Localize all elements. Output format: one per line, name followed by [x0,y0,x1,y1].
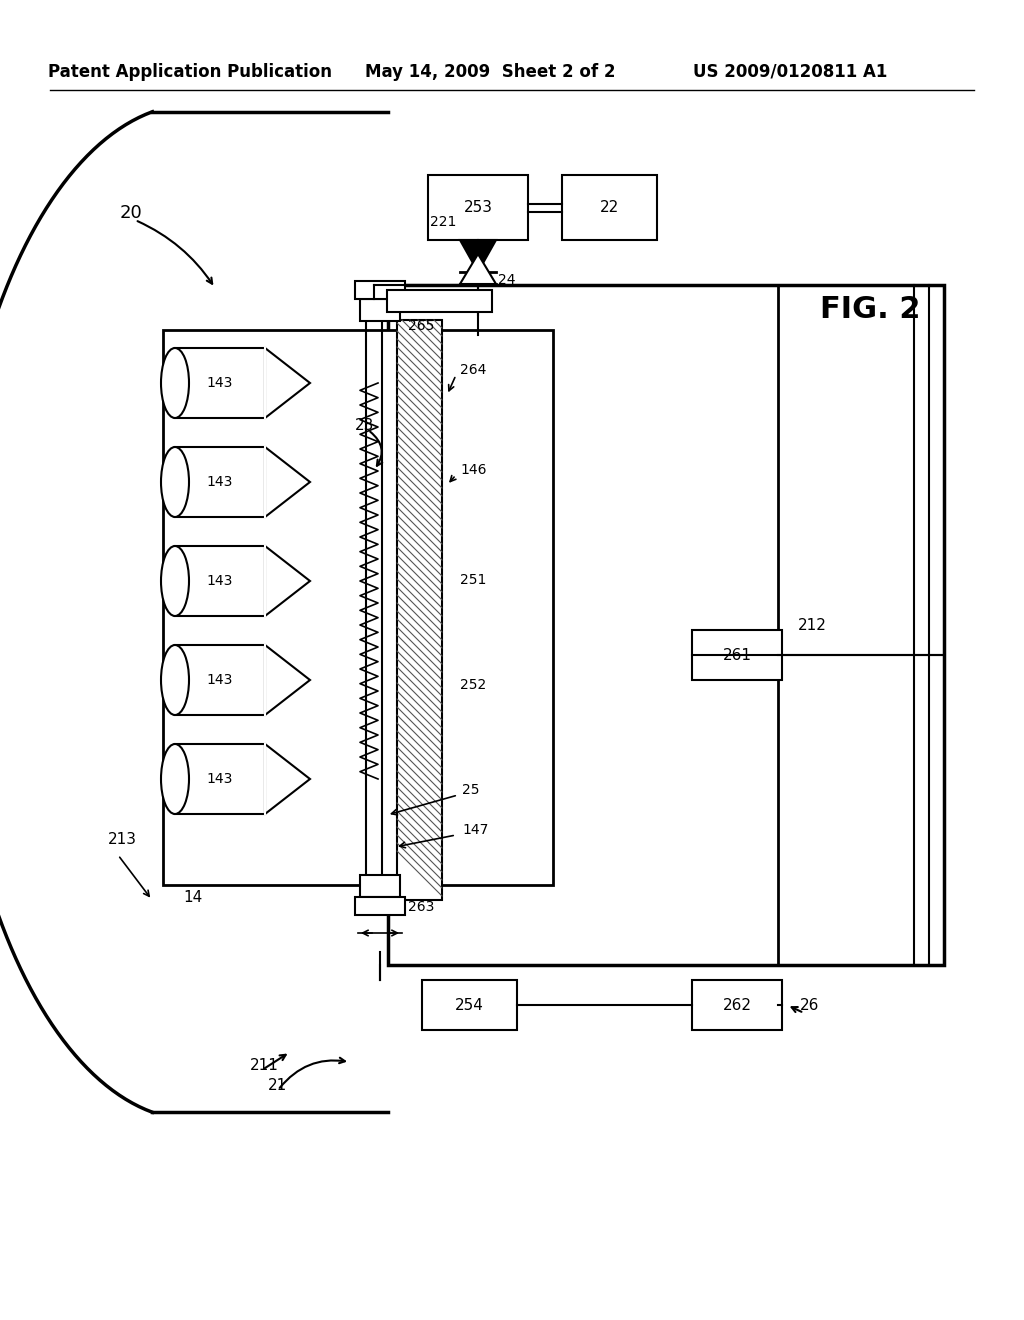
Text: 143: 143 [207,475,233,488]
Bar [360,300,400,321]
Polygon shape [460,240,496,272]
Text: 23: 23 [355,417,375,433]
Text: 251: 251 [460,573,486,587]
Bar [175,645,265,715]
Polygon shape [265,645,310,715]
Bar [175,546,265,616]
Bar [175,348,265,418]
Text: 254: 254 [455,998,484,1012]
Bar [692,979,782,1030]
Text: 262: 262 [723,998,752,1012]
Text: FIG. 2: FIG. 2 [820,296,921,325]
Bar [175,447,265,517]
Bar [388,285,944,965]
Text: US 2009/0120811 A1: US 2009/0120811 A1 [693,63,887,81]
Text: 24: 24 [498,273,515,286]
Ellipse shape [161,447,189,517]
Bar [355,898,406,915]
Text: 252: 252 [460,678,486,692]
Text: 213: 213 [108,833,137,847]
Ellipse shape [161,744,189,814]
Ellipse shape [161,546,189,616]
Bar [387,290,492,312]
Text: 14: 14 [183,890,203,904]
Text: 143: 143 [207,376,233,389]
Polygon shape [265,348,310,418]
Text: 25: 25 [462,783,479,797]
Text: 221: 221 [430,215,456,228]
Text: 265: 265 [408,319,434,333]
Text: 146: 146 [460,463,486,477]
Text: 143: 143 [207,673,233,686]
Text: 264: 264 [460,363,486,378]
Bar [355,281,406,300]
Bar [175,744,265,814]
Text: 143: 143 [207,574,233,587]
Ellipse shape [161,348,189,418]
Text: 147: 147 [462,822,488,837]
Text: 21: 21 [268,1077,288,1093]
Text: 211: 211 [250,1057,279,1072]
Bar [428,176,528,240]
Text: May 14, 2009  Sheet 2 of 2: May 14, 2009 Sheet 2 of 2 [365,63,615,81]
Text: Patent Application Publication: Patent Application Publication [48,63,332,81]
Text: 212: 212 [798,618,826,632]
Bar [397,319,442,900]
Bar [562,176,657,240]
Text: 20: 20 [120,205,142,222]
Bar [422,979,517,1030]
Text: 143: 143 [207,772,233,785]
Bar [163,330,553,884]
Text: 22: 22 [600,201,620,215]
Polygon shape [265,447,310,517]
Polygon shape [265,744,310,814]
Text: 253: 253 [464,201,493,215]
Text: 263: 263 [408,900,434,913]
Bar [360,875,400,898]
Polygon shape [460,253,496,284]
Text: 26: 26 [800,998,819,1012]
Text: 261: 261 [723,648,752,663]
Ellipse shape [161,645,189,715]
Bar [692,630,782,680]
Polygon shape [265,546,310,616]
